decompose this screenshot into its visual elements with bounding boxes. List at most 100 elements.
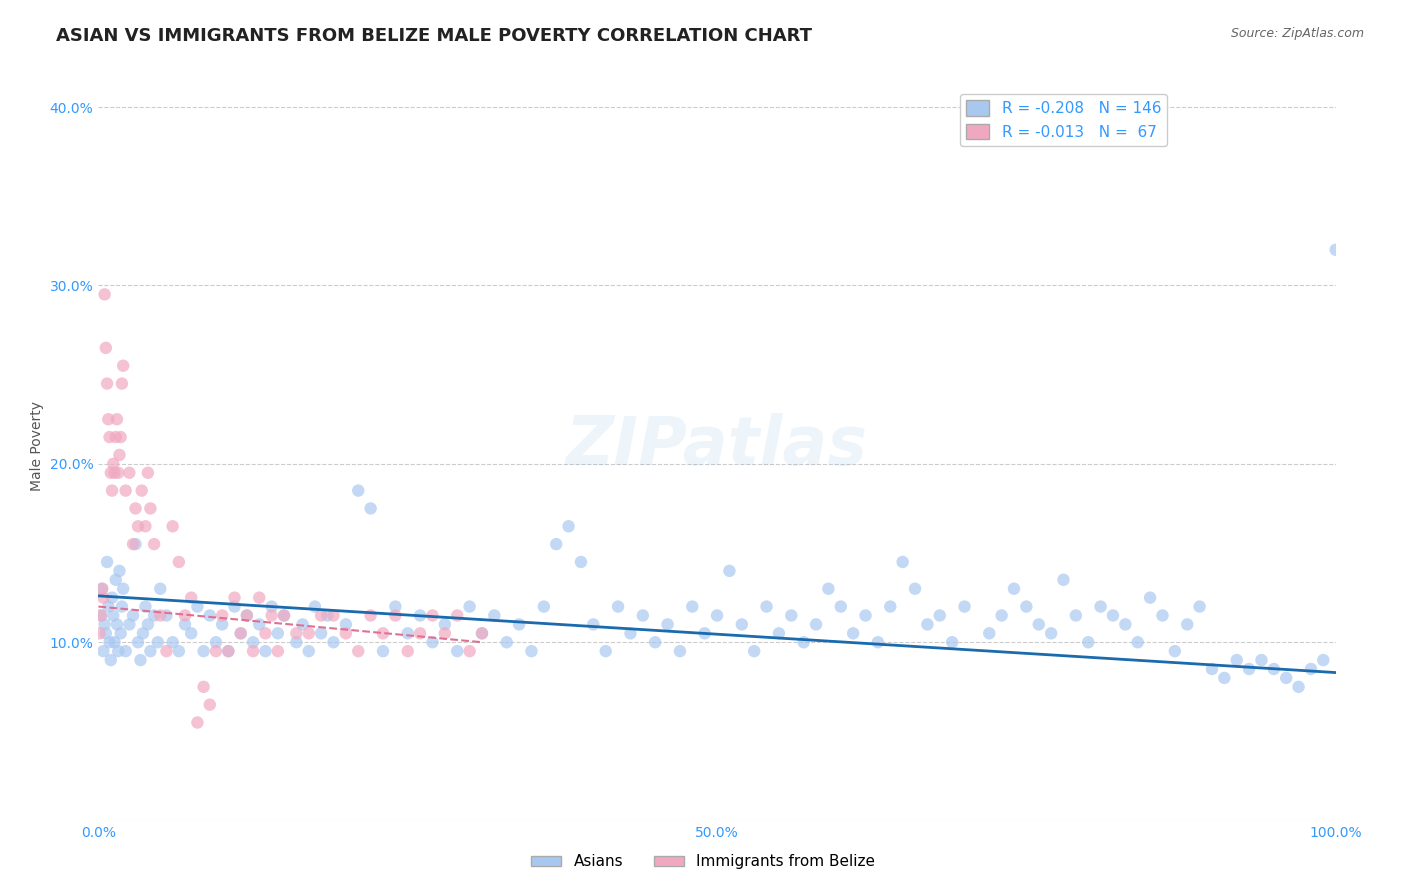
Point [706,608,728,623]
Point [1201,662,1223,676]
Point [1028,617,1050,632]
Point [731,617,754,632]
Point [229,626,252,640]
Point [484,608,506,623]
Point [94,626,117,640]
Point [136,466,159,480]
Point [309,608,332,623]
Point [1052,573,1074,587]
Point [1324,243,1347,257]
Point [742,644,765,658]
Point [94,341,117,355]
Point [458,599,481,614]
Point [793,635,815,649]
Point [124,537,146,551]
Point [260,608,283,623]
Text: Source: ZipAtlas.com: Source: ZipAtlas.com [1230,27,1364,40]
Point [107,466,129,480]
Point [167,644,190,658]
Point [384,608,406,623]
Point [198,698,221,712]
Point [347,483,370,498]
Point [446,644,468,658]
Point [631,608,654,623]
Point [371,644,394,658]
Point [273,608,295,623]
Point [96,376,118,391]
Point [198,608,221,623]
Point [817,582,839,596]
Point [180,626,202,640]
Point [396,626,419,640]
Point [495,635,517,649]
Point [780,608,803,623]
Point [433,617,456,632]
Point [108,448,131,462]
Point [103,608,125,623]
Point [97,412,120,426]
Point [114,644,136,658]
Point [267,626,290,640]
Point [718,564,741,578]
Point [335,626,357,640]
Point [1213,671,1236,685]
Point [100,653,122,667]
Point [693,626,716,640]
Point [669,644,692,658]
Point [291,617,314,632]
Point [546,537,568,551]
Point [180,591,202,605]
Point [360,501,382,516]
Point [236,608,259,623]
Point [471,626,494,640]
Point [242,635,264,649]
Point [254,626,277,640]
Point [1126,635,1149,649]
Point [96,555,118,569]
Point [103,635,125,649]
Point [118,466,141,480]
Point [768,626,790,640]
Point [433,626,456,640]
Point [804,617,827,632]
Point [990,608,1012,623]
Point [143,537,166,551]
Point [122,608,145,623]
Point [422,635,444,649]
Point [186,599,208,614]
Point [211,617,233,632]
Point [396,644,419,658]
Point [979,626,1001,640]
Point [105,412,128,426]
Point [335,617,357,632]
Legend: Asians, Immigrants from Belize: Asians, Immigrants from Belize [524,848,882,875]
Point [110,430,132,444]
Point [111,376,134,391]
Point [89,626,111,640]
Point [1263,662,1285,676]
Point [122,537,145,551]
Point [149,582,172,596]
Point [953,599,976,614]
Point [224,599,246,614]
Point [162,635,184,649]
Point [107,644,129,658]
Point [129,653,152,667]
Point [217,644,239,658]
Point [1312,653,1334,667]
Point [254,644,277,658]
Point [193,680,215,694]
Point [174,617,197,632]
Point [247,591,270,605]
Point [904,582,927,596]
Point [1090,599,1112,614]
Point [139,501,162,516]
Point [446,608,468,623]
Point [91,582,114,596]
Point [260,599,283,614]
Point [1002,582,1025,596]
Point [1275,671,1298,685]
Point [100,466,122,480]
Point [619,626,641,640]
Point [242,644,264,658]
